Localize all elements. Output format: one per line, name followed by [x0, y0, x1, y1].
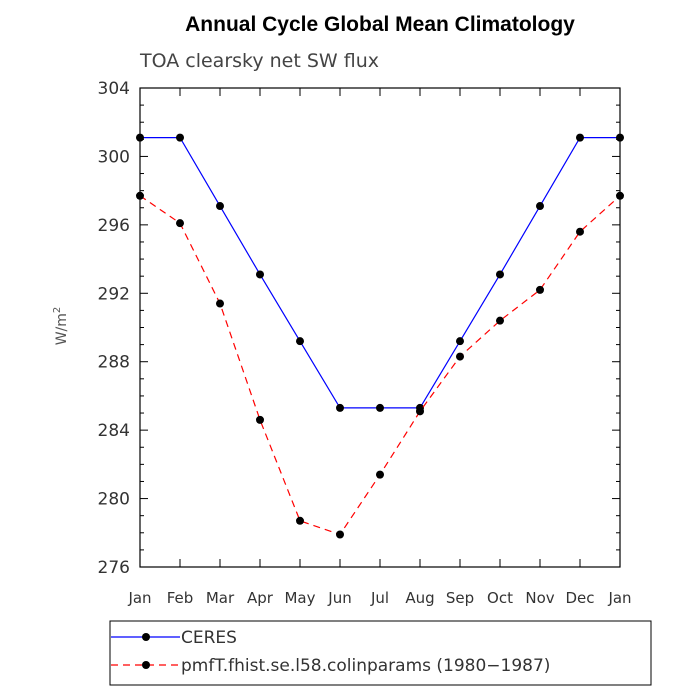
x-tick-label: Jun [327, 589, 351, 607]
y-axis-label-base: W/m [54, 313, 70, 345]
y-tick-label: 284 [98, 421, 130, 441]
series-1-point [576, 227, 584, 236]
series-1-point [376, 470, 384, 479]
x-tick-label: Mar [206, 589, 235, 607]
y-axis-label: W/m2 [52, 307, 70, 346]
series-line-1 [139, 195, 621, 536]
x-tick-label: Apr [247, 589, 274, 607]
series-1-point [616, 191, 624, 200]
series-1-point [536, 285, 544, 294]
series-1-point [336, 530, 344, 539]
y-tick-label: 288 [98, 353, 130, 373]
series-0-point [576, 133, 584, 142]
x-tick-label: Feb [167, 589, 194, 607]
legend-label-1: pmfT.fhist.se.l58.colinparams (1980−1987… [181, 656, 550, 676]
y-tick-label: 280 [98, 490, 130, 510]
series-0-point [456, 337, 464, 346]
legend-swatch-marker-0 [142, 633, 150, 641]
legend-swatch-marker-1 [142, 661, 150, 669]
series-1-point [496, 316, 504, 325]
series-0-point [376, 403, 384, 412]
x-tick-label: Jul [370, 589, 389, 607]
series-0-point [616, 133, 624, 142]
series-1-point [216, 299, 224, 308]
x-tick-label: Jan [607, 589, 631, 607]
x-tick-label: Dec [565, 589, 594, 607]
x-tick-label: Nov [525, 589, 554, 607]
x-tick-label: Aug [405, 589, 434, 607]
y-axis-label-superscript: 2 [52, 307, 63, 313]
y-tick-label: 292 [98, 284, 130, 304]
x-tick-label: May [284, 589, 315, 607]
plot-area: 276 280 284 288 292 296 300 304 Jan Feb Mar Apr May J… [98, 79, 632, 607]
series-1-point [256, 415, 264, 424]
x-tick-label: Oct [487, 589, 513, 607]
legend: CERES pmfT.fhist.se.l58.colinparams (1980… [109, 620, 652, 686]
series-line-0 [140, 137, 620, 409]
y-tick-label: 276 [98, 558, 130, 578]
x-tick-label: Jan [127, 589, 151, 607]
series-1-point [296, 516, 304, 525]
series-1-point [176, 219, 184, 228]
series-0-point [296, 337, 304, 346]
series-1-point [456, 352, 464, 361]
series-1-point [416, 407, 424, 416]
series-0-point [256, 270, 264, 279]
y-tick-label: 304 [98, 79, 130, 99]
x-tick-label: Sep [446, 589, 474, 607]
series-1-point [136, 191, 144, 200]
series-0-point [216, 202, 224, 211]
y-tick-label: 296 [98, 216, 130, 236]
legend-box [109, 620, 652, 686]
legend-label-0: CERES [181, 628, 237, 648]
series-0-point [176, 133, 184, 142]
series-0-point [336, 403, 344, 412]
chart-title: Annual Cycle Global Mean Climatology [185, 13, 575, 36]
chart-subtitle: TOA clearsky net SW flux [139, 50, 379, 72]
series-0-point [136, 133, 144, 142]
series-0-point [496, 270, 504, 279]
y-tick-label: 300 [98, 147, 130, 167]
series-0-point [536, 202, 544, 211]
plot-frame [139, 87, 621, 568]
